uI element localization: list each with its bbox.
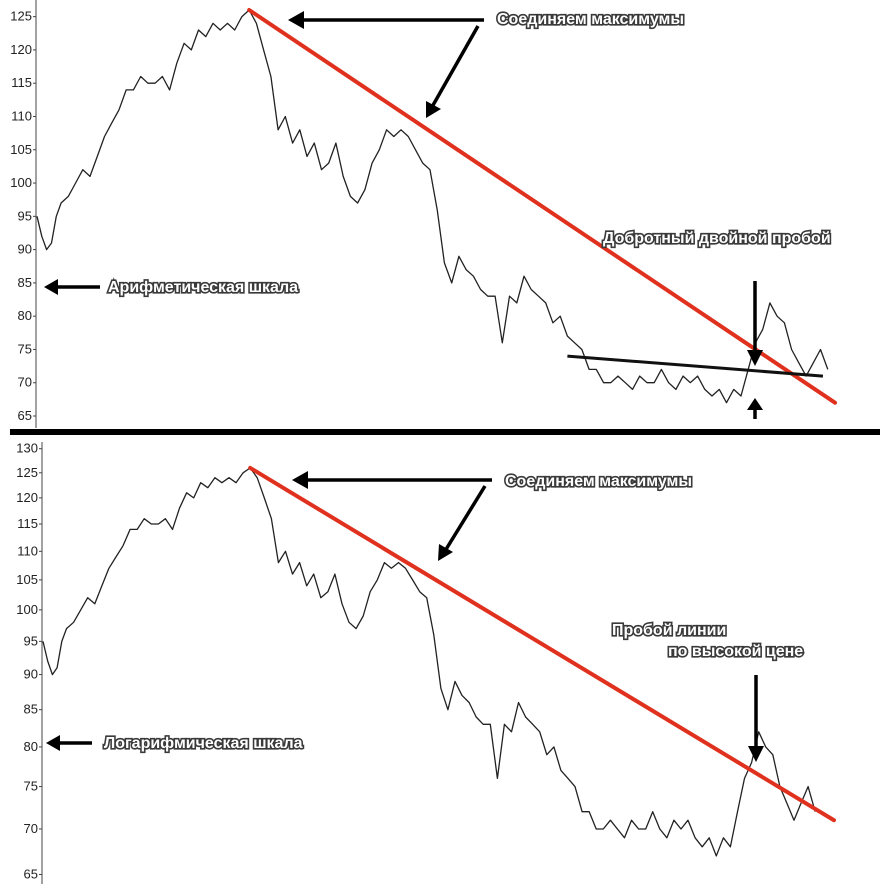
y-tick-label: 125 [10, 9, 32, 24]
trend-line [247, 7, 837, 405]
y-tick-label: 120 [10, 42, 32, 57]
y-tick-label: 85 [18, 275, 32, 290]
arithmetic-chart: 65 70 75 80 85 90 95 100 105 110 115 120 125 Соединя… [10, 0, 837, 428]
breakout-label: Добротный двойной пробой [603, 230, 831, 247]
y-tick-label: 130 [16, 441, 38, 456]
connect-highs-label: Соединяем максимумы [497, 11, 684, 28]
y-tick-label: 80 [18, 308, 32, 323]
y-tick-labels: 65 70 75 80 85 90 95 100 105 110 115 120 125 130 [16, 441, 42, 881]
breakout-arrow [748, 675, 764, 762]
y-tick-label: 100 [16, 602, 38, 617]
y-tick-label: 115 [17, 516, 38, 531]
y-tick-label: 100 [10, 175, 32, 190]
y-tick-label: 90 [24, 667, 38, 682]
y-tick-label: 75 [18, 341, 32, 356]
y-tick-label: 115 [11, 75, 32, 90]
price-series [42, 467, 816, 857]
breakout-label-line1: Пробой линии [612, 622, 726, 639]
y-tick-label: 125 [16, 465, 38, 480]
y-tick-label: 65 [18, 408, 32, 423]
y-tick-label: 70 [24, 821, 38, 836]
connect-highs-label: Соединяем максимумы [505, 473, 692, 490]
y-tick-label: 110 [11, 108, 32, 123]
y-tick-label: 65 [24, 866, 38, 881]
breakout-arrows [747, 281, 763, 419]
trend-line [248, 465, 836, 823]
breakout-label-line2: по высокой цене [668, 643, 803, 660]
y-tick-label: 95 [18, 208, 32, 223]
y-tick-label: 105 [16, 572, 38, 587]
scale-arrow [44, 279, 100, 295]
panel-divider [10, 429, 880, 435]
y-tick-label: 75 [24, 779, 38, 794]
y-tick-label: 85 [24, 702, 38, 717]
connect-highs-arrows [288, 11, 484, 118]
log-scale-label: Логарифмическая шкала [104, 735, 303, 752]
y-tick-labels: 65 70 75 80 85 90 95 100 105 110 115 120 125 [10, 9, 36, 423]
y-tick-label: 105 [10, 142, 32, 157]
y-tick-label: 90 [18, 242, 32, 257]
support-line [567, 354, 824, 378]
log-chart: 65 70 75 80 85 90 95 100 105 110 115 120 125 130 Соед… [16, 441, 836, 884]
y-tick-label: 95 [24, 633, 38, 648]
y-tick-label: 120 [16, 490, 38, 505]
y-tick-label: 110 [17, 543, 38, 558]
price-series [36, 9, 829, 404]
scale-arrow [46, 735, 92, 751]
y-tick-label: 70 [18, 375, 32, 390]
arithmetic-scale-label: Арифметическая шкала [108, 279, 298, 296]
y-tick-label: 80 [24, 739, 38, 754]
connect-highs-arrows [292, 471, 492, 561]
